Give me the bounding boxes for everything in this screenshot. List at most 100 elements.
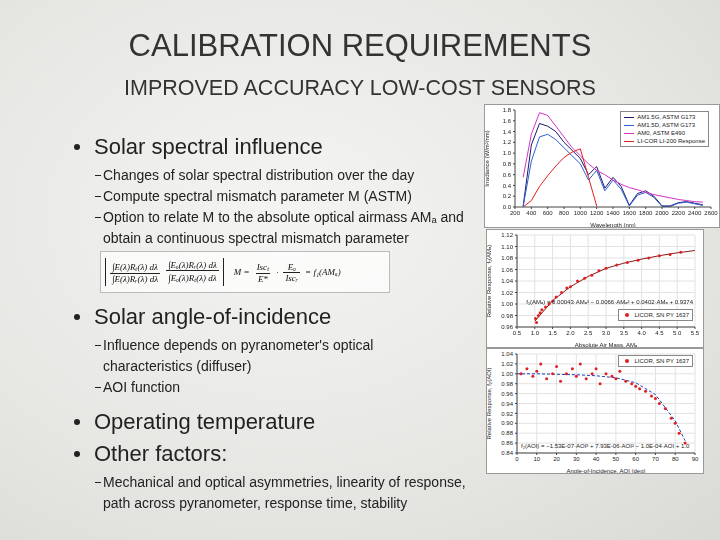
svg-text:1.0: 1.0 <box>531 330 540 336</box>
html-text:AM1.5D, ASTM G173: AM1.5D, ASTM G173 <box>637 122 695 128</box>
html-text:AM1.5G, ASTM G173: AM1.5G, ASTM G173 <box>637 114 696 120</box>
svg-text:70: 70 <box>652 456 659 462</box>
svg-text:5.0: 5.0 <box>673 330 682 336</box>
html-text:∫Eₒ(λ)Rᵣ(λ) dλ: ∫Eₒ(λ)Rᵣ(λ) dλ <box>168 260 217 270</box>
html-text:LICOR, SN PY 1637: LICOR, SN PY 1637 <box>634 358 689 364</box>
svg-text:50: 50 <box>613 456 620 462</box>
svg-text:40: 40 <box>593 456 600 462</box>
svg-text:1.8: 1.8 <box>503 107 512 113</box>
html-text:Iscₜ: Iscₜ <box>256 262 270 272</box>
html-text:LI-COR LI-200 Response: LI-COR LI-200 Response <box>637 138 705 144</box>
svg-text:1.0: 1.0 <box>503 150 512 156</box>
svg-text:2600: 2600 <box>704 210 712 216</box>
html-text:f₂(AOI) = −1.53E-07·AOI³ + 7.9: f₂(AOI) = −1.53E-07·AOI³ + 7.93E-06·AOI²… <box>521 443 690 449</box>
svg-text:90: 90 <box>692 456 699 462</box>
html-text:M =: M = <box>233 267 250 277</box>
svg-text:1400: 1400 <box>606 210 620 216</box>
svg-text:0.98: 0.98 <box>501 381 513 387</box>
svg-text:1.6: 1.6 <box>503 118 512 124</box>
svg-text:600: 600 <box>543 210 554 216</box>
svg-text:2400: 2400 <box>688 210 702 216</box>
html-text:Solar angle-of-incidence: Solar angle-of-incidence <box>94 304 332 329</box>
html-text:Operating temperature: Operating temperature <box>94 409 316 434</box>
svg-text:1800: 1800 <box>639 210 653 216</box>
svg-text:1000: 1000 <box>574 210 588 216</box>
svg-text:1.08: 1.08 <box>501 255 513 261</box>
html-text:Changes of solar spectral dist: Changes of solar spectral distribution o… <box>103 167 415 183</box>
svg-text:3.5: 3.5 <box>620 330 629 336</box>
svg-text:0.94: 0.94 <box>501 401 513 407</box>
svg-text:0.5: 0.5 <box>513 330 522 336</box>
html-text:AM0, ASTM E490: AM0, ASTM E490 <box>637 130 685 136</box>
svg-text:1.10: 1.10 <box>501 244 513 250</box>
html-text:Influence depends on pyranomet: Influence depends on pyranometer's optic… <box>103 337 374 374</box>
svg-text:0: 0 <box>515 456 519 462</box>
svg-text:1.5: 1.5 <box>548 330 557 336</box>
svg-text:0.86: 0.86 <box>501 440 513 446</box>
html-text:f₁(AMₐ) = 0.00043·AMₐ³ − 0.006: f₁(AMₐ) = 0.00043·AMₐ³ − 0.0066·AMₐ² + 0… <box>526 299 693 305</box>
svg-text:60: 60 <box>632 456 639 462</box>
svg-text:0.84: 0.84 <box>501 450 513 456</box>
svg-text:1.12: 1.12 <box>501 232 513 238</box>
svg-text:0.6: 0.6 <box>503 172 512 178</box>
html-text:∫E(λ)Rᵣ(λ) dλ: ∫E(λ)Rᵣ(λ) dλ <box>112 274 159 284</box>
svg-text:4.5: 4.5 <box>655 330 664 336</box>
svg-text:0.4: 0.4 <box>503 183 512 189</box>
svg-text:0.92: 0.92 <box>501 411 513 417</box>
svg-text:1.06: 1.06 <box>501 267 513 273</box>
svg-text:2.0: 2.0 <box>566 330 575 336</box>
html-text:= f₁(AMₐ): = f₁(AMₐ) <box>305 267 341 277</box>
svg-text:0.0: 0.0 <box>503 204 512 210</box>
svg-text:80: 80 <box>672 456 679 462</box>
svg-text:3.0: 3.0 <box>602 330 611 336</box>
svg-text:1.2: 1.2 <box>503 139 512 145</box>
html-text:AOI function: AOI function <box>103 379 180 395</box>
html-text:Eₒ: Eₒ <box>287 261 296 272</box>
html-text:LICOR, SN PY 1637: LICOR, SN PY 1637 <box>634 312 689 318</box>
svg-text:200: 200 <box>510 210 521 216</box>
html-text:Option to relate M to the abso: Option to relate M to the absolute optic… <box>103 209 464 246</box>
html-text:IMPROVED ACCURACY LOW-COST SEN: IMPROVED ACCURACY LOW-COST SENSORS <box>124 76 596 100</box>
html-text:Iscᵣ: Iscᵣ <box>285 272 299 283</box>
html-text:Other factors:: Other factors: <box>94 441 228 466</box>
html-text:∫Eₒ(λ)Rₜ(λ) dλ: ∫Eₒ(λ)Rₜ(λ) dλ <box>168 273 217 283</box>
svg-text:1.04: 1.04 <box>501 351 513 357</box>
svg-text:Relative Response, f₁(AMₐ): Relative Response, f₁(AMₐ) <box>487 245 492 318</box>
svg-text:1.00: 1.00 <box>501 301 513 307</box>
svg-text:Relative Response, f₂(AOI): Relative Response, f₂(AOI) <box>487 367 492 439</box>
svg-text:1600: 1600 <box>623 210 637 216</box>
svg-text:1.04: 1.04 <box>501 278 513 284</box>
html-text:Solar spectral influence: Solar spectral influence <box>94 134 323 159</box>
svg-text:0.8: 0.8 <box>503 161 512 167</box>
svg-text:5.5: 5.5 <box>691 330 700 336</box>
html-text:∫E(λ)Rₜ(λ) dλ: ∫E(λ)Rₜ(λ) dλ <box>112 262 158 272</box>
svg-text:2200: 2200 <box>672 210 686 216</box>
svg-text:0.90: 0.90 <box>501 420 513 426</box>
html-text:E*: E* <box>257 274 268 284</box>
svg-text:30: 30 <box>573 456 580 462</box>
svg-text:Irradiance (W/m²/nm): Irradiance (W/m²/nm) <box>485 130 490 187</box>
svg-text:800: 800 <box>559 210 570 216</box>
svg-text:1.4: 1.4 <box>503 129 512 135</box>
svg-text:1.02: 1.02 <box>501 361 513 367</box>
svg-text:2000: 2000 <box>655 210 669 216</box>
svg-text:4.0: 4.0 <box>637 330 646 336</box>
svg-text:2.5: 2.5 <box>584 330 593 336</box>
svg-text:0.88: 0.88 <box>501 430 513 436</box>
svg-text:400: 400 <box>526 210 537 216</box>
svg-text:1.00: 1.00 <box>501 371 513 377</box>
svg-text:Absolute Air Mass, AMₐ: Absolute Air Mass, AMₐ <box>575 342 638 347</box>
svg-text:20: 20 <box>553 456 560 462</box>
svg-text:0.96: 0.96 <box>501 391 513 397</box>
svg-text:1.02: 1.02 <box>501 290 513 296</box>
svg-text:0.2: 0.2 <box>503 193 512 199</box>
svg-text:Angle-of-Incidence, AOI (deg): Angle-of-Incidence, AOI (deg) <box>566 468 645 473</box>
svg-text:0.96: 0.96 <box>501 324 513 330</box>
svg-text:1200: 1200 <box>590 210 604 216</box>
html-text:Compute spectral mismatch para: Compute spectral mismatch parameter M (A… <box>103 188 412 204</box>
html-text:Mechanical and optical asymmet: Mechanical and optical asymmetries, line… <box>103 474 466 511</box>
svg-text:0.98: 0.98 <box>501 313 513 319</box>
svg-text:Wavelength (nm): Wavelength (nm) <box>590 222 635 227</box>
html-text:CALIBRATION REQUIREMENTS: CALIBRATION REQUIREMENTS <box>128 28 592 63</box>
svg-text:10: 10 <box>533 456 540 462</box>
